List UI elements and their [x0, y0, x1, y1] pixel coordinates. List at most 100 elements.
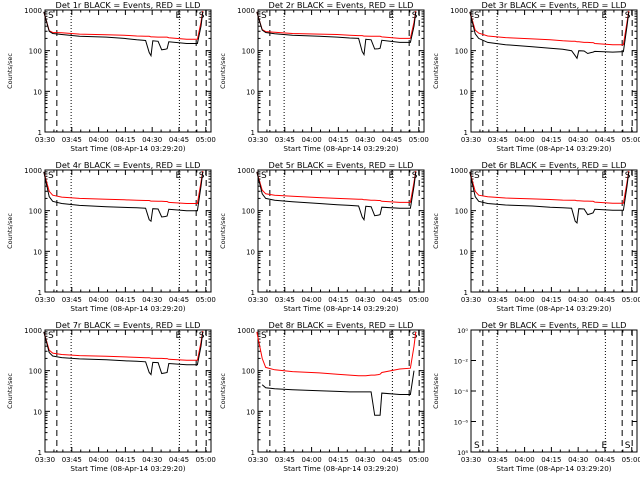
y-tick-label: 10: [459, 88, 468, 96]
x-tick-label: 03:30: [35, 296, 55, 304]
x-tick-label: 04:15: [115, 296, 135, 304]
x-tick-label: 05:00: [622, 136, 640, 144]
y-tick-label: 10: [459, 248, 468, 256]
y-tick-label: 1: [251, 289, 255, 297]
plot-frame: [44, 329, 212, 453]
plot-frame: [257, 329, 425, 453]
lld-series-line: [43, 170, 204, 204]
x-tick-label: 05:00: [196, 296, 216, 304]
marker-e: E: [176, 11, 182, 21]
plot-frame: [470, 9, 638, 133]
y-tick-label: 100: [242, 208, 255, 216]
chart-panel-3: Det 3r BLACK = Events, RED = LLD Counts/s…: [432, 0, 640, 153]
y-axis-label: Counts/sec: [432, 213, 440, 249]
x-tick-label: 04:00: [514, 296, 534, 304]
x-tick-label: 04:00: [88, 136, 108, 144]
y-axis-label: Counts/sec: [219, 213, 227, 249]
chart-panel-1: Det 1r BLACK = Events, RED = LLD Counts/s…: [6, 0, 216, 153]
x-tick-label: 04:45: [595, 296, 615, 304]
x-tick-label: 05:00: [622, 296, 640, 304]
y-tick-label: 1000: [237, 167, 255, 175]
y-axis-label: Counts/sec: [219, 53, 227, 89]
lld-series-line: [256, 331, 417, 377]
x-axis-label: Start Time (08-Apr-14 03:29:20): [70, 144, 185, 153]
lld-series-line: [256, 170, 417, 203]
x-tick-label: 03:30: [35, 136, 55, 144]
x-tick-label: 04:15: [115, 456, 135, 464]
x-tick-label: 03:30: [461, 456, 481, 464]
x-tick-label: 05:00: [409, 456, 429, 464]
x-tick-label: 04:45: [382, 296, 402, 304]
y-tick-label: 1000: [24, 7, 42, 15]
chart-title: Det 5r BLACK = Events, RED = LLD: [269, 160, 414, 170]
chart-panel-9: Det 9r BLACK = Events, RED = LLD Counts/s…: [432, 320, 640, 473]
y-tick-label: 10⁸: [457, 449, 468, 457]
marker-s: S: [48, 331, 54, 341]
y-tick-label: 1: [251, 129, 255, 137]
y-tick-label: 1: [464, 129, 468, 137]
marker-s: S: [48, 11, 54, 21]
x-tick-label: 04:30: [142, 296, 162, 304]
x-tick-label: 03:45: [275, 136, 295, 144]
plot-frame: [44, 9, 212, 133]
events-series-line: [43, 11, 204, 58]
x-tick-label: 04:15: [328, 296, 348, 304]
x-tick-label: 04:15: [541, 456, 561, 464]
chart-panel-5: Det 5r BLACK = Events, RED = LLD Counts/s…: [219, 160, 429, 313]
y-tick-label: 10: [33, 248, 42, 256]
y-tick-label: 100: [29, 48, 42, 56]
y-tick-label: 1000: [450, 167, 468, 175]
x-tick-label: 04:15: [541, 296, 561, 304]
y-tick-label: 100: [242, 368, 255, 376]
chart-title: Det 8r BLACK = Events, RED = LLD: [269, 320, 414, 330]
events-series-line: [469, 11, 630, 60]
x-tick-label: 03:30: [248, 456, 268, 464]
x-tick-label: 05:00: [196, 136, 216, 144]
x-tick-label: 04:30: [355, 136, 375, 144]
y-tick-label: 10⁻⁴: [454, 388, 469, 396]
y-axis-label: Counts/sec: [6, 53, 14, 89]
lld-series-line: [43, 10, 204, 40]
chart-title: Det 4r BLACK = Events, RED = LLD: [56, 160, 201, 170]
x-tick-label: 04:45: [382, 136, 402, 144]
chart-title: Det 2r BLACK = Events, RED = LLD: [269, 0, 414, 10]
x-tick-label: 04:00: [514, 136, 534, 144]
marker-e: E: [389, 331, 395, 341]
x-tick-label: 04:15: [541, 136, 561, 144]
chart-title: Det 1r BLACK = Events, RED = LLD: [56, 0, 201, 10]
x-axis-label: Start Time (08-Apr-14 03:29:20): [496, 304, 611, 313]
x-tick-label: 04:15: [328, 136, 348, 144]
plot-frame: [257, 9, 425, 133]
chart-title: Det 3r BLACK = Events, RED = LLD: [482, 0, 627, 10]
events-series-line: [469, 171, 630, 224]
y-axis-label: Counts/sec: [219, 373, 227, 409]
x-tick-label: 04:00: [514, 456, 534, 464]
marker-s: S: [261, 171, 267, 181]
x-tick-label: 04:15: [328, 456, 348, 464]
events-series-line: [43, 171, 204, 223]
x-tick-label: 04:15: [115, 136, 135, 144]
x-tick-label: 05:00: [409, 136, 429, 144]
marker-e: E: [389, 171, 395, 181]
x-tick-label: 04:30: [142, 136, 162, 144]
y-tick-label: 1: [38, 449, 42, 457]
x-tick-label: 03:30: [248, 296, 268, 304]
x-tick-label: 04:30: [355, 296, 375, 304]
lld-series-line: [43, 330, 204, 361]
x-tick-label: 04:00: [88, 296, 108, 304]
marker-s: S: [625, 441, 631, 451]
x-tick-label: 03:45: [488, 296, 508, 304]
marker-s: S: [48, 171, 54, 181]
x-tick-label: 04:00: [301, 296, 321, 304]
y-tick-label: 1: [38, 129, 42, 137]
x-tick-label: 04:30: [568, 456, 588, 464]
plot-frame: [257, 169, 425, 293]
chart-title: Det 9r BLACK = Events, RED = LLD: [482, 320, 627, 330]
y-tick-label: 1000: [237, 7, 255, 15]
y-tick-label: 10⁰: [457, 327, 468, 335]
x-tick-label: 04:30: [355, 456, 375, 464]
x-tick-label: 03:45: [488, 136, 508, 144]
lld-series-line: [469, 170, 630, 204]
x-tick-label: 04:00: [301, 456, 321, 464]
x-tick-label: 04:45: [595, 456, 615, 464]
